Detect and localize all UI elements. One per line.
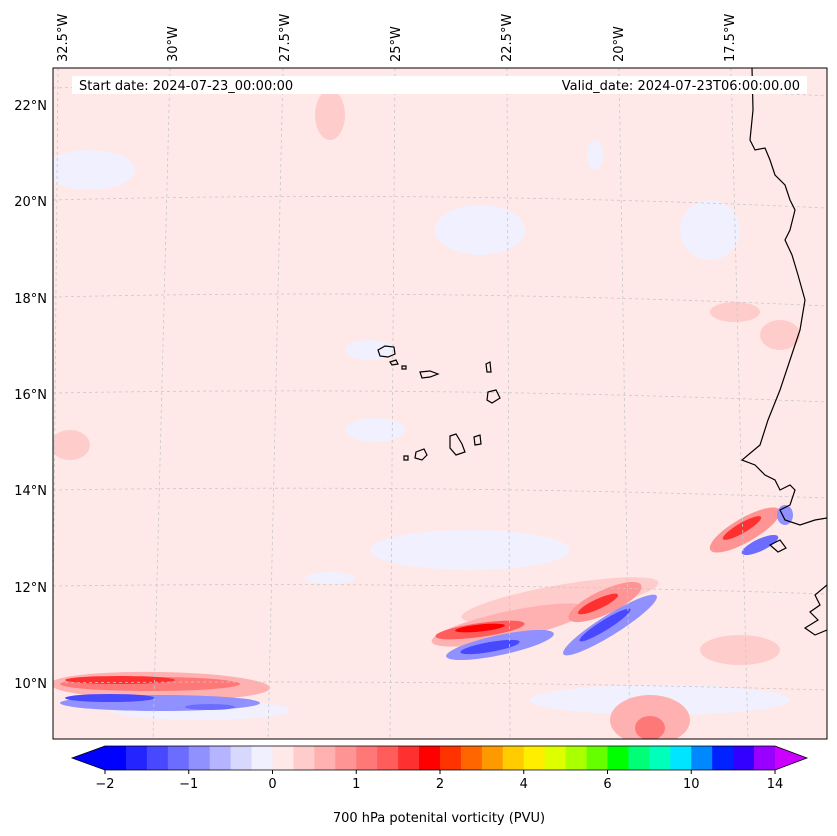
colorbar-segment	[586, 746, 609, 770]
start-date-label: Start date: 2024-07-23_00:00:00	[79, 79, 293, 94]
colorbar-tick-label: −1	[179, 777, 198, 792]
colorbar-over-arrow	[775, 746, 807, 770]
colorbar-segment	[209, 746, 232, 770]
colorbar-segment	[691, 746, 713, 770]
lat-label: 22°N	[14, 99, 47, 114]
colorbar-segment	[670, 746, 692, 770]
pv-field	[53, 90, 800, 739]
lat-label: 16°N	[14, 388, 47, 403]
colorbar-segment	[167, 746, 190, 770]
colorbar-under-arrow	[72, 746, 105, 770]
header-box	[72, 76, 807, 94]
colorbar-segment	[649, 746, 671, 770]
lon-label: 20°W	[612, 26, 627, 62]
colorbar-segment	[125, 746, 148, 770]
lon-label: 17.5°W	[723, 14, 738, 62]
colorbar-tick-label: 10	[683, 777, 700, 792]
colorbar-tick-label: 4	[520, 777, 528, 792]
colorbar-segment	[733, 746, 755, 770]
colorbar-tick-label: 6	[603, 777, 611, 792]
lat-label: 18°N	[14, 292, 47, 307]
colorbar-tick-label: 14	[767, 777, 784, 792]
colorbar-segment	[754, 746, 776, 770]
longitude-labels: 32.5°W 30°W 27.5°W 25°W 22.5°W 20°W 17.5…	[56, 14, 738, 62]
colorbar-segment	[565, 746, 588, 770]
latitude-labels: 22°N 20°N 18°N 16°N 14°N 12°N 10°N	[14, 99, 47, 692]
lon-label: 30°W	[166, 26, 181, 62]
valid-date-label: Valid_date: 2024-07-23T06:00:00.00	[562, 79, 800, 94]
colorbar-segment	[356, 746, 378, 770]
colorbar-tick-label: 0	[268, 777, 276, 792]
lon-label: 27.5°W	[278, 14, 293, 62]
colorbar-segment	[188, 746, 211, 770]
coastline	[377, 68, 827, 636]
map-frame	[52, 67, 828, 740]
colorbar-segment	[712, 746, 734, 770]
colorbar-segment	[230, 746, 253, 770]
lat-label: 14°N	[14, 484, 47, 499]
colorbar-segment	[440, 746, 462, 770]
colorbar-segment	[105, 746, 127, 770]
colorbar-segment	[335, 746, 357, 770]
colorbar-segment	[628, 746, 650, 770]
colorbar-tick-label: −2	[95, 777, 114, 792]
colorbar-segment	[272, 746, 295, 770]
colorbar-segment	[146, 746, 169, 770]
colorbar-tick-label: 2	[436, 777, 444, 792]
colorbar-segment	[377, 746, 399, 770]
colorbar-segment	[502, 746, 525, 770]
lat-label: 12°N	[14, 581, 47, 596]
colorbar: −2 −1 0 1 2 4 6 10 14	[70, 745, 809, 792]
map-background	[53, 68, 827, 739]
colorbar-segment	[544, 746, 567, 770]
lat-label: 20°N	[14, 195, 47, 210]
colorbar-segment	[460, 746, 483, 770]
colorbar-segment	[523, 746, 546, 770]
colorbar-tick-label: 1	[352, 777, 360, 792]
colorbar-label: 700 hPa potenital vorticity (PVU)	[333, 811, 545, 826]
colorbar-segment	[251, 746, 274, 770]
colorbar-segment	[314, 746, 336, 770]
lon-label: 25°W	[389, 26, 404, 62]
lon-label: 32.5°W	[56, 14, 71, 62]
colorbar-segment	[419, 746, 441, 770]
colorbar-segment	[481, 746, 504, 770]
colorbar-segment	[293, 746, 315, 770]
colorbar-segment	[607, 746, 630, 770]
lat-label: 10°N	[14, 677, 47, 692]
colorbar-segment	[398, 746, 420, 770]
lon-label: 22.5°W	[500, 14, 515, 62]
